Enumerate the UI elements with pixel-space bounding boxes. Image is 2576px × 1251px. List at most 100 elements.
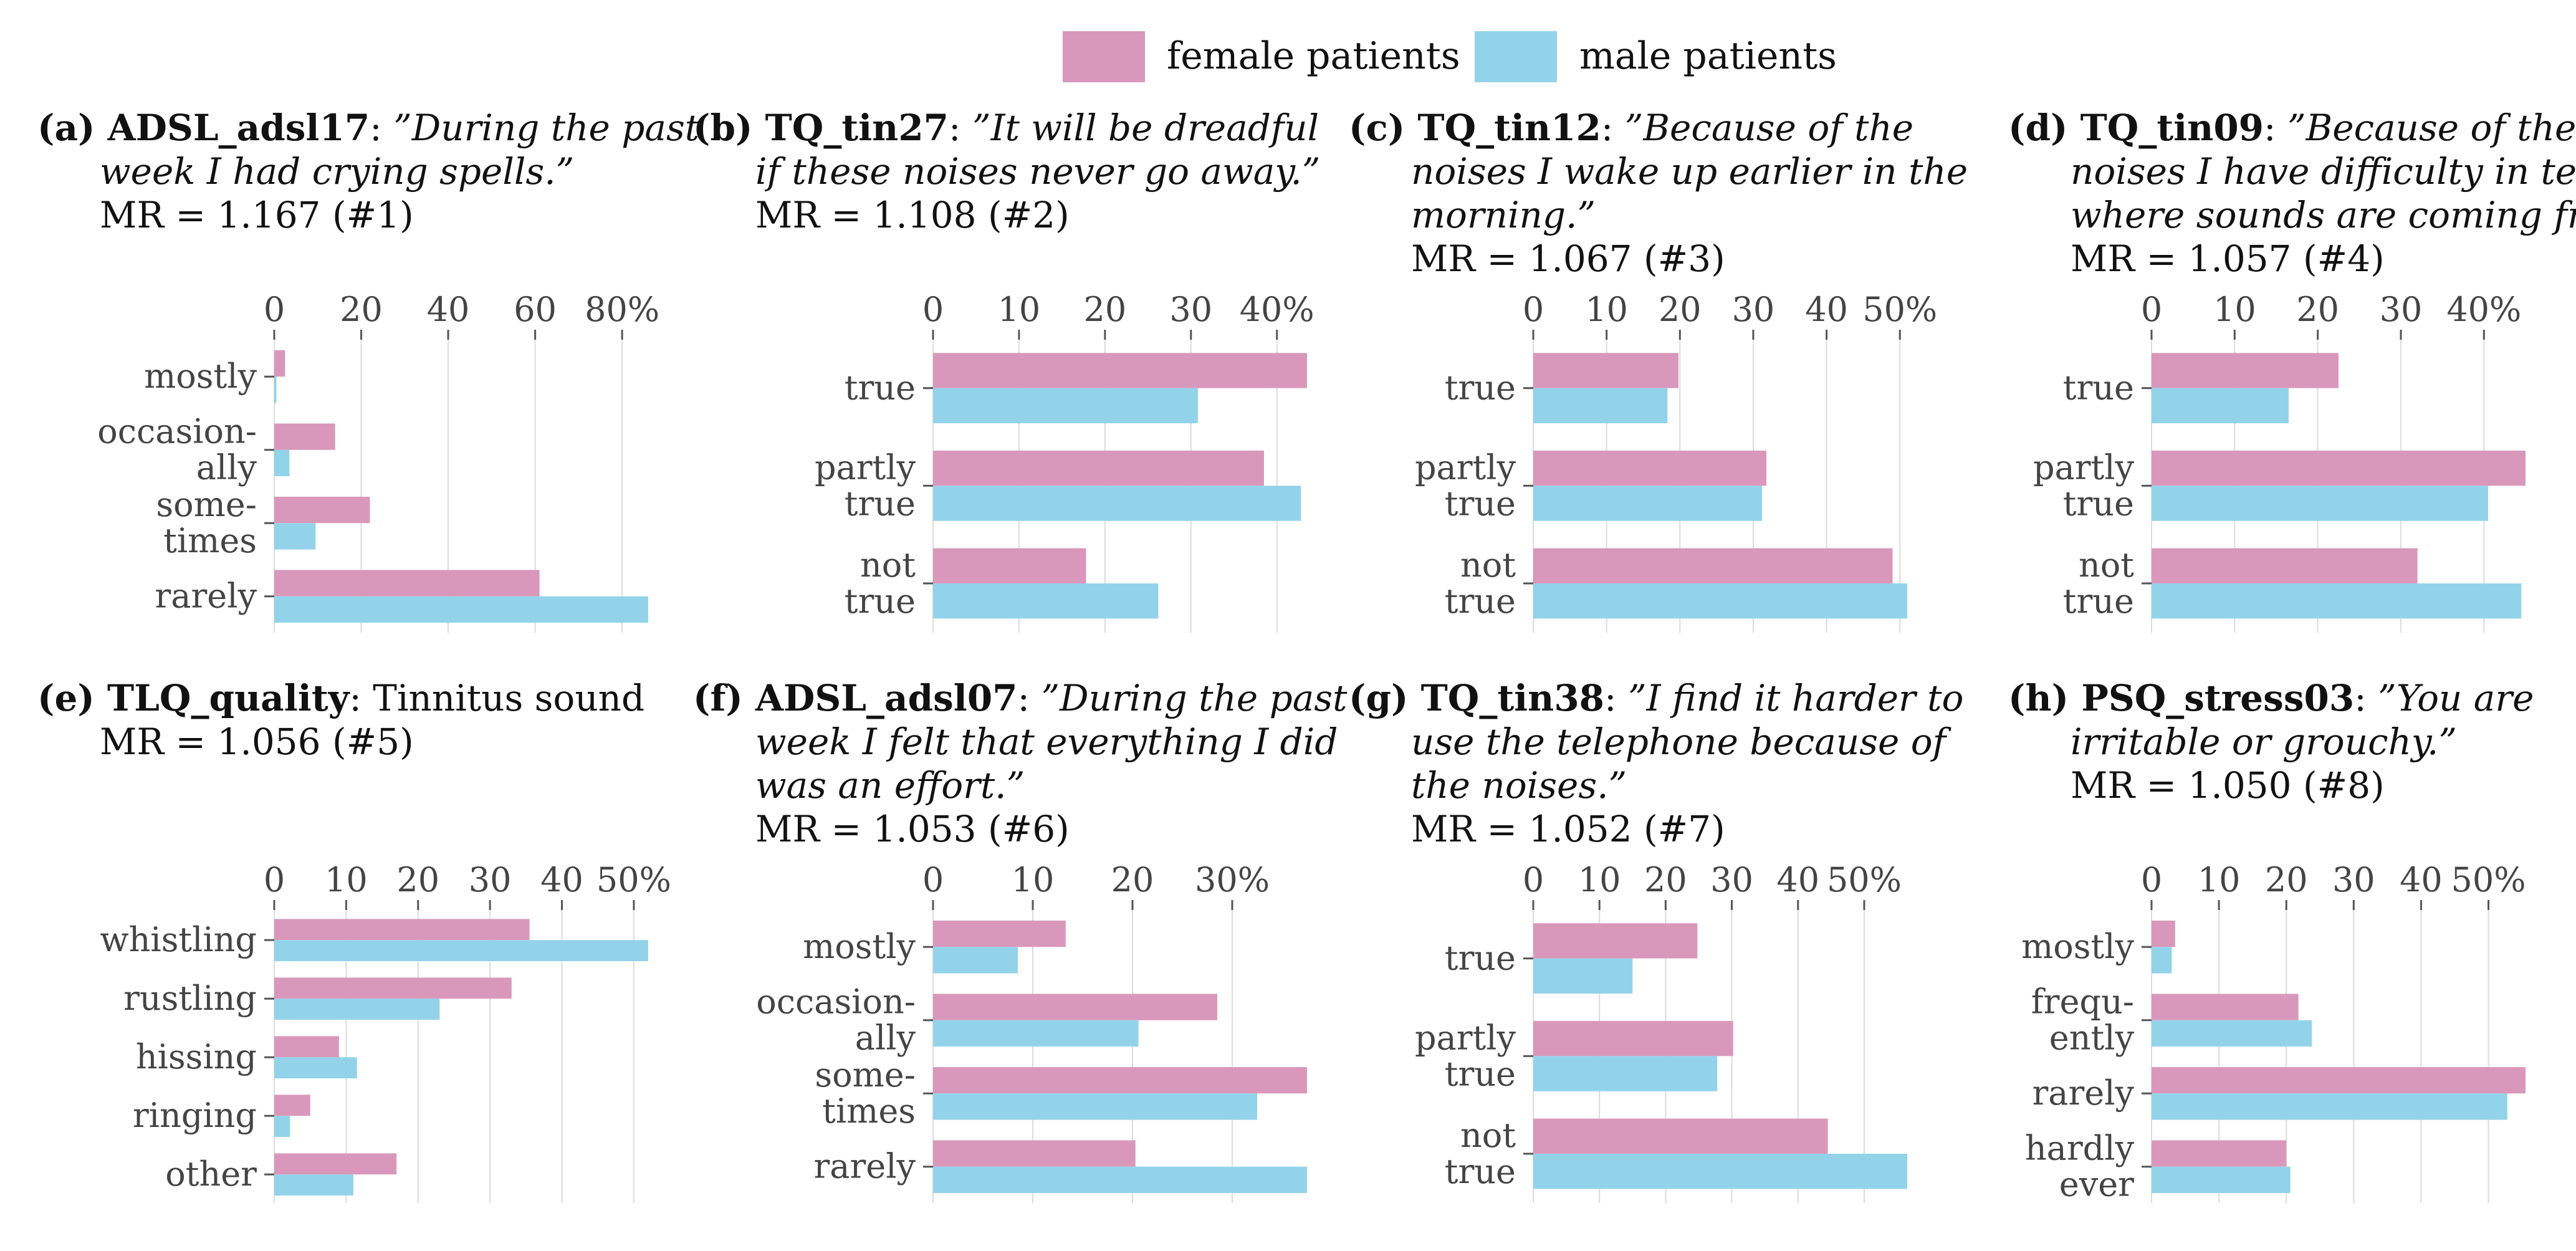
title-text: the noises.”	[1411, 764, 1627, 807]
title-text: noises I wake up earlier in the	[1411, 150, 1968, 193]
category-label: hissing	[136, 1037, 257, 1076]
x-tick-label: 20	[2265, 860, 2308, 899]
x-tick-label: 0	[922, 860, 944, 899]
bar-male	[274, 523, 316, 550]
x-tick-label: 50%	[1862, 290, 1937, 329]
bar-female	[933, 353, 1307, 388]
category-label: other	[165, 1154, 257, 1194]
bar-male	[274, 1057, 357, 1079]
title-text: noises I have difficulty in telling	[2071, 150, 2576, 193]
x-tick-label: 10	[1012, 860, 1055, 899]
x-tick-label: 30%	[1195, 860, 1270, 899]
bar-chart: 0 10 20 30 40 50% whistling rustling hissing ring…	[100, 860, 671, 1203]
variable-name: TQ_tin12	[1417, 107, 1601, 149]
bar-female	[274, 1036, 339, 1058]
variable-name: TQ_tin38	[1420, 677, 1605, 719]
x-tick-label: 30	[1732, 290, 1775, 329]
x-tick-label: 20	[1644, 860, 1687, 899]
x-tick-label: 20	[1084, 290, 1127, 329]
title-text: : ”It will be dreadful	[949, 107, 1319, 149]
bar-female	[1533, 1020, 1733, 1057]
category-label: hardly ever	[2025, 1129, 2135, 1204]
bar-female	[1533, 923, 1698, 959]
mr-value: MR = 1.053 (#6)	[755, 808, 1070, 850]
x-tick-label: 0	[264, 290, 285, 329]
legend-label-female: female patients	[1167, 34, 1460, 78]
title-text: irritable or grouchy.”	[2071, 721, 2458, 763]
x-tick-label: 60	[514, 290, 557, 329]
mr-value: MR = 1.050 (#8)	[2071, 764, 2385, 807]
bar-male	[2152, 1093, 2507, 1120]
mr-value: MR = 1.057 (#4)	[2071, 237, 2385, 280]
legend-swatch-female	[1063, 31, 1145, 82]
x-tick-label: 30	[469, 860, 512, 899]
bar-male	[1533, 486, 1763, 521]
variable-name: TQ_tin09	[2080, 107, 2264, 149]
bar-female	[2152, 1066, 2526, 1094]
x-tick-label: 10	[998, 290, 1041, 329]
title-text: : ”Because of the	[2264, 107, 2576, 149]
category-label: partly true	[1415, 1018, 1516, 1093]
bar-male	[274, 999, 440, 1020]
bar-female	[933, 994, 1217, 1020]
x-tick-label: 20	[1111, 860, 1154, 899]
title-text: : ”You are	[2354, 677, 2534, 719]
category-label: occasion-ally	[97, 412, 257, 487]
title-text: : Tinnitus sound	[349, 677, 645, 719]
panel-title: (e) TLQ_quality: Tinnitus sound MR = 1.05…	[37, 676, 644, 764]
bar-female	[2152, 994, 2299, 1020]
category-label: whistling	[100, 920, 257, 959]
category-label: some-times	[815, 1055, 916, 1131]
mr-value: MR = 1.052 (#7)	[1411, 808, 1725, 850]
x-tick-label: 0	[264, 860, 285, 899]
x-tick-label: 10	[1585, 290, 1628, 329]
bar-male	[274, 596, 648, 623]
bar-chart: 0 10 20 30 40 50% true partly true not true	[1415, 290, 1937, 633]
bar-male	[2152, 486, 2488, 521]
x-tick-label: 50%	[2451, 860, 2526, 899]
mr-value: MR = 1.167 (#1)	[100, 194, 414, 236]
x-tick-label: 40	[1805, 290, 1848, 329]
variable-name: TQ_tin27	[765, 107, 949, 149]
bar-female	[274, 423, 335, 450]
bar-male	[274, 449, 290, 477]
bar-female	[2152, 353, 2339, 388]
x-tick-label: 10	[2213, 290, 2256, 329]
bar-male	[933, 388, 1198, 424]
bar-chart: 0 10 20 30 40% true partly true not true	[2033, 290, 2526, 633]
mr-value: MR = 1.067 (#3)	[1411, 237, 1725, 280]
bar-female	[274, 1153, 397, 1175]
bar-male	[274, 376, 277, 403]
x-tick-label: 30	[1169, 290, 1212, 329]
bar-female	[1533, 1118, 1828, 1154]
x-tick-label: 0	[922, 290, 944, 329]
bar-male	[1533, 1153, 1907, 1189]
panel-title: (a) ADSL_adsl17: ”During the past week I …	[37, 106, 699, 237]
bar-male	[2152, 1166, 2291, 1194]
bar-female	[274, 1095, 310, 1116]
category-label: partly true	[1415, 448, 1516, 523]
bar-female	[933, 920, 1066, 947]
category-label: not true	[1445, 545, 1516, 621]
panel-title: (g) TQ_tin38: ”I find it harder to use th…	[1349, 676, 1963, 851]
x-tick-label: 0	[1523, 860, 1544, 899]
panel-tag: (a)	[37, 107, 108, 149]
title-text: where sounds are coming from.”	[2071, 194, 2576, 236]
variable-name: TLQ_quality	[107, 677, 350, 719]
panel-title: (c) TQ_tin12: ”Because of the noises I wa…	[1349, 106, 1968, 280]
title-text: : ”During the past	[370, 107, 700, 149]
category-label: partly true	[2033, 448, 2135, 523]
variable-name: ADSL_adsl07	[755, 677, 1018, 719]
x-tick-label: 20	[1659, 290, 1702, 329]
bar-female	[274, 570, 540, 597]
panel-tag: (g)	[1349, 677, 1421, 719]
category-label: not true	[2063, 545, 2135, 621]
x-tick-label: 40	[540, 860, 583, 899]
category-label: occasion-ally	[756, 982, 916, 1058]
bar-male	[274, 940, 648, 962]
panel-title: (d) TQ_tin09: ”Because of the noises I ha…	[2008, 106, 2576, 280]
panel-title: (f) ADSL_adsl07: ”During the past week I …	[693, 676, 1347, 851]
x-tick-label: 30	[2332, 860, 2375, 899]
category-label: some-times	[156, 485, 257, 560]
